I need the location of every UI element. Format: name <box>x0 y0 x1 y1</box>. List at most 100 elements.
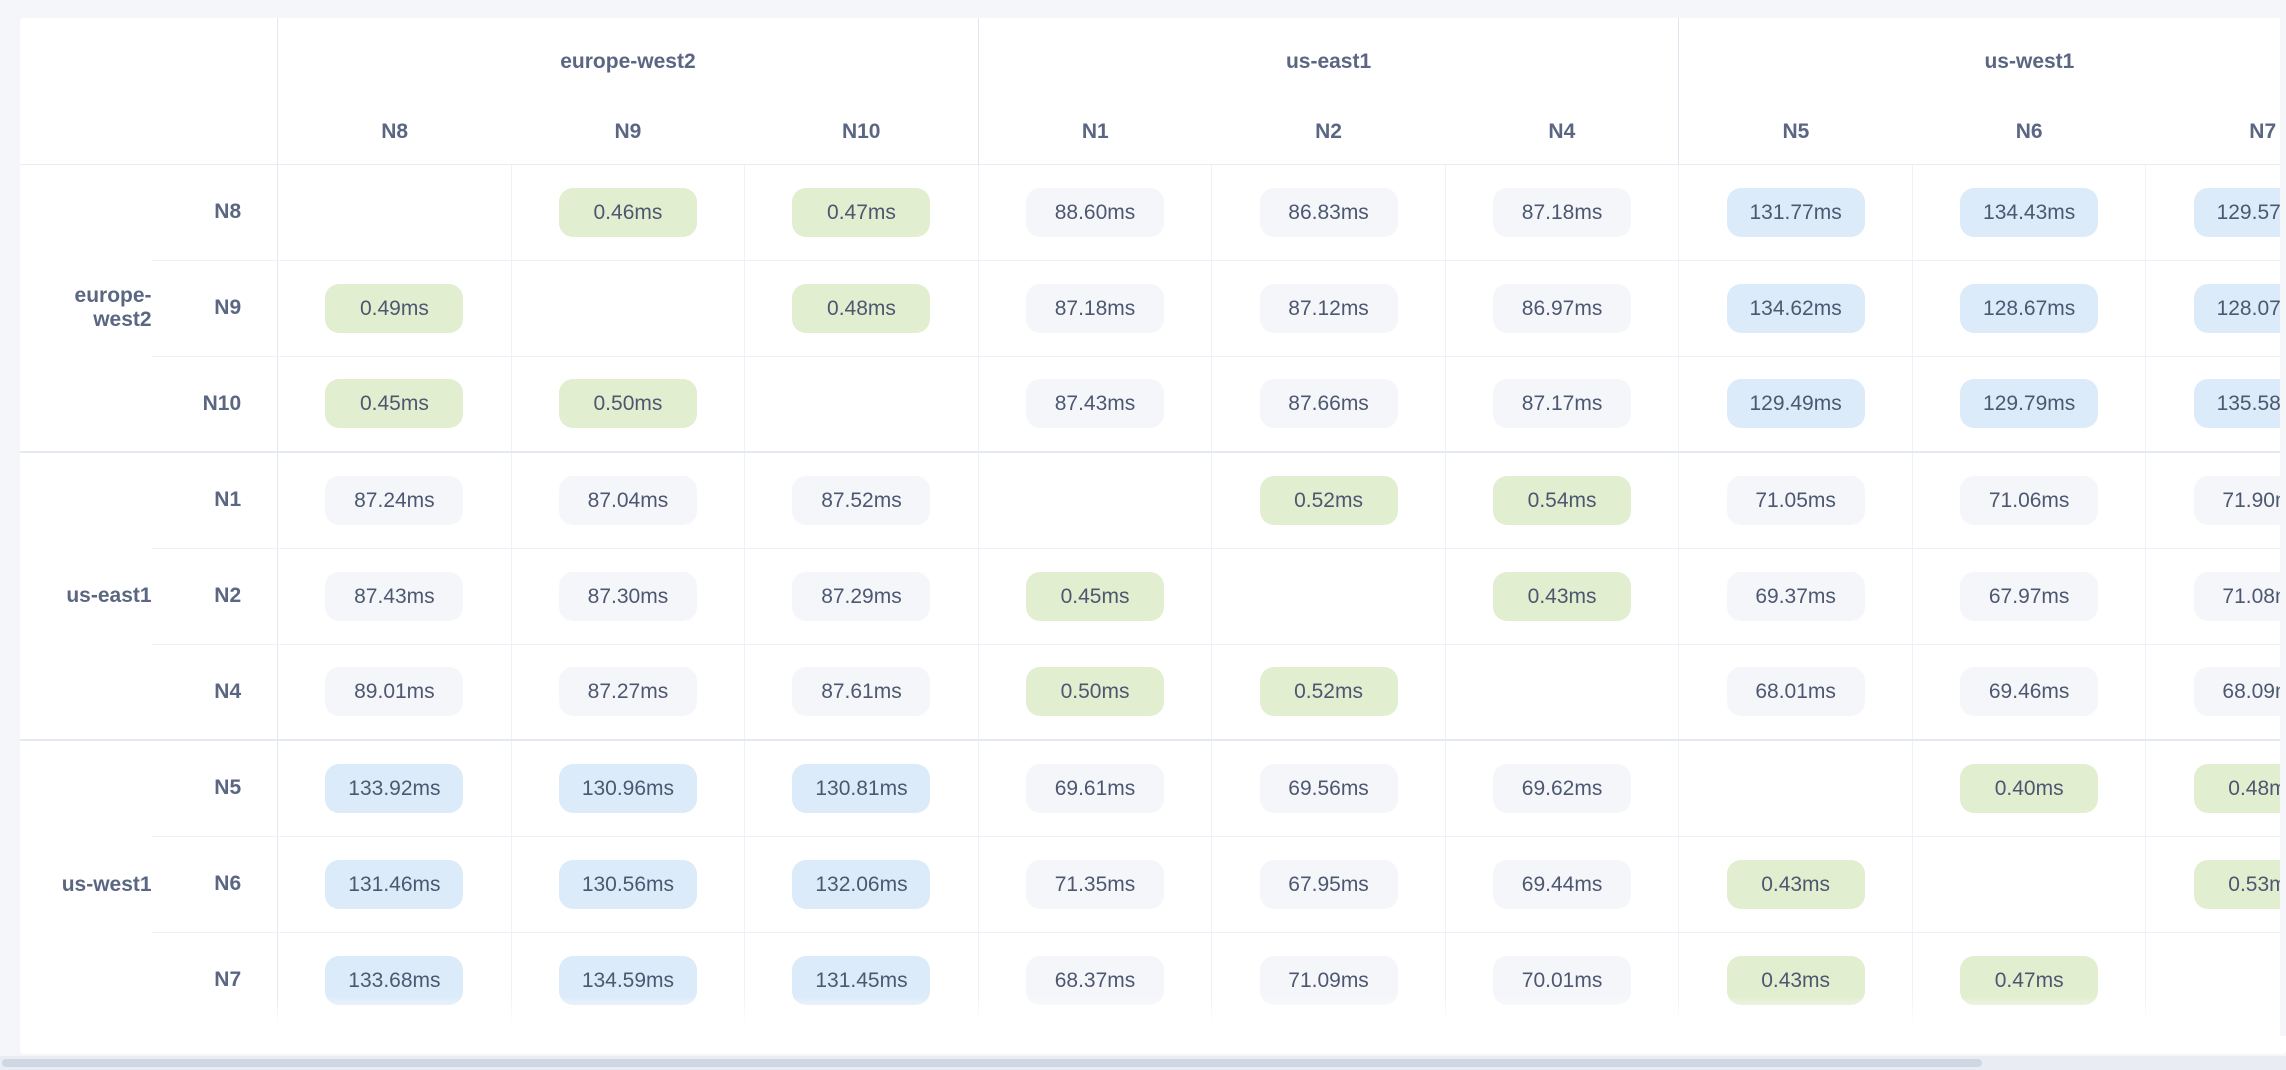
latency-cell[interactable]: 131.77ms <box>1678 164 1913 261</box>
latency-cell[interactable]: 0.45ms <box>277 356 512 453</box>
latency-cell[interactable] <box>1678 739 1913 837</box>
latency-cell[interactable]: 67.97ms <box>1912 548 2147 645</box>
latency-cell[interactable]: 0.48ms <box>2145 739 2286 837</box>
latency-pill: 131.46ms <box>325 859 464 909</box>
latency-cell[interactable]: 130.81ms <box>744 739 979 837</box>
latency-cell[interactable]: 71.05ms <box>1678 451 1913 549</box>
horizontal-scrollbar-track[interactable] <box>0 1056 2286 1070</box>
latency-cell[interactable]: 87.52ms <box>744 451 979 549</box>
latency-cell[interactable]: 69.62ms <box>1445 739 1680 837</box>
latency-matrix-scroll-container[interactable]: europe-west2 us-east1 us-west1 N8 N9 N10… <box>20 18 2286 1054</box>
latency-pill: 87.43ms <box>325 571 464 621</box>
latency-cell[interactable]: 71.08ms <box>2145 548 2286 645</box>
latency-cell[interactable] <box>511 260 746 357</box>
latency-cell[interactable]: 130.56ms <box>511 836 746 933</box>
latency-cell[interactable]: 0.52ms <box>1211 644 1446 741</box>
latency-cell[interactable]: 71.06ms <box>1912 451 2147 549</box>
latency-cell[interactable]: 134.43ms <box>1912 164 2147 261</box>
latency-cell[interactable]: 135.58ms <box>2145 356 2286 453</box>
latency-cell[interactable]: 0.49ms <box>277 260 512 357</box>
latency-cell[interactable]: 0.47ms <box>744 164 979 261</box>
latency-cell[interactable]: 0.45ms <box>977 548 1213 645</box>
latency-cell[interactable]: 69.37ms <box>1678 548 1913 645</box>
latency-pill: 0.43ms <box>1726 859 1865 909</box>
latency-cell[interactable]: 133.92ms <box>277 739 512 837</box>
latency-cell[interactable]: 133.68ms <box>277 932 512 1029</box>
latency-cell[interactable] <box>1445 644 1680 741</box>
latency-cell[interactable]: 68.37ms <box>977 932 1213 1029</box>
latency-pill: 87.29ms <box>792 571 931 621</box>
latency-cell[interactable]: 87.17ms <box>1445 356 1680 453</box>
latency-cell[interactable]: 71.35ms <box>977 836 1213 933</box>
latency-cell[interactable]: 70.01ms <box>1445 932 1680 1029</box>
latency-cell[interactable]: 87.66ms <box>1211 356 1446 453</box>
latency-pill: 68.37ms <box>1026 955 1165 1005</box>
latency-cell[interactable]: 131.45ms <box>744 932 979 1029</box>
latency-cell[interactable]: 87.29ms <box>744 548 979 645</box>
latency-cell[interactable]: 87.43ms <box>277 548 512 645</box>
latency-cell[interactable]: 67.95ms <box>1211 836 1446 933</box>
latency-cell[interactable]: 87.18ms <box>977 260 1213 357</box>
latency-cell[interactable]: 68.01ms <box>1678 644 1913 741</box>
latency-cell[interactable]: 0.48ms <box>744 260 979 357</box>
latency-cell[interactable]: 0.43ms <box>1678 932 1913 1029</box>
latency-cell[interactable]: 132.06ms <box>744 836 979 933</box>
latency-pill: 69.56ms <box>1259 763 1398 813</box>
latency-cell[interactable]: 0.54ms <box>1445 451 1680 549</box>
latency-cell[interactable]: 69.61ms <box>977 739 1213 837</box>
latency-pill-empty <box>2194 964 2286 992</box>
latency-cell[interactable]: 87.27ms <box>511 644 746 741</box>
latency-cell[interactable]: 0.47ms <box>1912 932 2147 1029</box>
latency-cell[interactable]: 69.46ms <box>1912 644 2147 741</box>
latency-cell[interactable] <box>744 356 979 453</box>
latency-cell[interactable]: 88.60ms <box>977 164 1213 261</box>
latency-pill: 129.57ms <box>2193 187 2286 237</box>
latency-cell[interactable]: 130.96ms <box>511 739 746 837</box>
latency-pill: 87.04ms <box>558 475 697 525</box>
latency-cell[interactable]: 128.07ms <box>2145 260 2286 357</box>
latency-cell[interactable]: 87.30ms <box>511 548 746 645</box>
latency-cell[interactable] <box>977 451 1213 549</box>
latency-cell[interactable]: 0.50ms <box>977 644 1213 741</box>
latency-cell[interactable]: 87.04ms <box>511 451 746 549</box>
latency-cell[interactable] <box>1211 548 1446 645</box>
latency-cell[interactable]: 69.44ms <box>1445 836 1680 933</box>
latency-cell[interactable]: 134.62ms <box>1678 260 1913 357</box>
latency-cell[interactable]: 131.46ms <box>277 836 512 933</box>
latency-cell[interactable]: 87.12ms <box>1211 260 1446 357</box>
latency-cell[interactable]: 86.83ms <box>1211 164 1446 261</box>
latency-cell[interactable]: 0.53ms <box>2145 836 2286 933</box>
horizontal-scrollbar-thumb[interactable] <box>2 1059 1982 1067</box>
latency-cell[interactable]: 0.50ms <box>511 356 746 453</box>
latency-cell[interactable]: 86.97ms <box>1445 260 1680 357</box>
latency-cell[interactable]: 87.43ms <box>977 356 1213 453</box>
latency-cell[interactable]: 128.67ms <box>1912 260 2147 357</box>
column-header-node-n8: N8 <box>277 114 512 165</box>
latency-cell[interactable]: 129.49ms <box>1678 356 1913 453</box>
column-group-us-east1: us-east1 <box>977 18 1679 114</box>
latency-cell[interactable]: 87.61ms <box>744 644 979 741</box>
latency-cell[interactable]: 69.56ms <box>1211 739 1446 837</box>
latency-cell[interactable]: 0.43ms <box>1445 548 1680 645</box>
latency-cell[interactable] <box>2145 932 2286 1029</box>
latency-cell[interactable] <box>1912 836 2147 933</box>
latency-cell[interactable]: 0.40ms <box>1912 739 2147 837</box>
latency-cell[interactable]: 68.09ms <box>2145 644 2286 741</box>
table-body: europe-west2 N8 0.46ms 0.47ms 88.60ms 86.83ms… <box>20 164 2286 1029</box>
latency-cell[interactable]: 129.57ms <box>2145 164 2286 261</box>
table-row: N6 131.46ms 130.56ms 132.06ms 71.35ms 67.95ms… <box>20 836 2286 933</box>
latency-cell[interactable]: 87.18ms <box>1445 164 1680 261</box>
column-header-node-n5: N5 <box>1678 114 1913 165</box>
latency-pill: 131.45ms <box>792 955 931 1005</box>
latency-cell[interactable]: 87.24ms <box>277 451 512 549</box>
latency-cell[interactable]: 89.01ms <box>277 644 512 741</box>
latency-cell[interactable]: 134.59ms <box>511 932 746 1029</box>
latency-cell[interactable]: 71.90ms <box>2145 451 2286 549</box>
latency-cell[interactable]: 0.46ms <box>511 164 746 261</box>
latency-cell[interactable]: 129.79ms <box>1912 356 2147 453</box>
latency-cell[interactable] <box>277 164 512 261</box>
latency-cell[interactable]: 0.43ms <box>1678 836 1913 933</box>
latency-cell[interactable]: 71.09ms <box>1211 932 1446 1029</box>
latency-cell[interactable]: 0.52ms <box>1211 451 1446 549</box>
column-header-node-n2: N2 <box>1211 114 1446 165</box>
